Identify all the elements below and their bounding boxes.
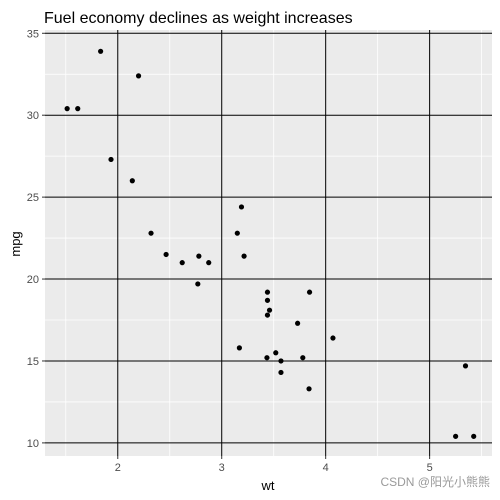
chart-title: Fuel economy declines as weight increase… [44, 10, 353, 27]
data-point [148, 230, 154, 236]
data-point [306, 289, 313, 295]
x-tick-label: 5 [427, 462, 433, 474]
data-point [163, 251, 169, 258]
data-point [453, 433, 459, 439]
data-point [238, 204, 245, 210]
grid-lines [45, 30, 492, 456]
data-point [264, 355, 270, 361]
y-axis-label: mpg [8, 231, 23, 256]
y-tick-label: 15 [27, 356, 39, 368]
data-point [234, 230, 240, 236]
y-tick-label: 10 [27, 438, 39, 450]
x-tick-label: 4 [323, 462, 329, 474]
data-point [64, 106, 70, 112]
panel-background [45, 30, 492, 456]
plot-panel [45, 30, 492, 456]
data-point [264, 289, 271, 295]
data-point [98, 48, 104, 54]
data-point [206, 260, 212, 266]
x-tick-label: 2 [115, 462, 121, 474]
data-point [108, 156, 114, 163]
y-tick-label: 35 [27, 28, 39, 40]
data-point [330, 335, 336, 341]
data-point [462, 363, 469, 369]
data-point [266, 307, 273, 313]
data-point [278, 369, 284, 376]
data-point [273, 350, 279, 356]
data-point [129, 178, 135, 184]
data-point [264, 297, 271, 303]
data-point [471, 433, 477, 439]
data-point [295, 320, 301, 326]
data-point [300, 355, 306, 361]
data-point [236, 345, 242, 351]
data-point [278, 358, 284, 364]
y-tick-label: 20 [27, 274, 39, 286]
data-point [135, 73, 142, 79]
x-axis-label: wt [261, 478, 275, 493]
watermark-text: CSDN @阳光小熊熊 [380, 474, 490, 489]
data-point [75, 106, 81, 112]
data-point [195, 281, 201, 287]
axis-ticks: 2 3 4 5 10 15 20 25 30 35 [27, 28, 433, 474]
data-point [264, 312, 271, 318]
data-point [306, 386, 312, 392]
data-point [179, 260, 185, 266]
data-points [64, 48, 477, 439]
y-tick-label: 30 [27, 110, 39, 122]
y-tick-label: 25 [27, 192, 39, 204]
data-point [196, 253, 202, 259]
x-tick-label: 3 [219, 462, 225, 474]
data-point [241, 253, 247, 259]
